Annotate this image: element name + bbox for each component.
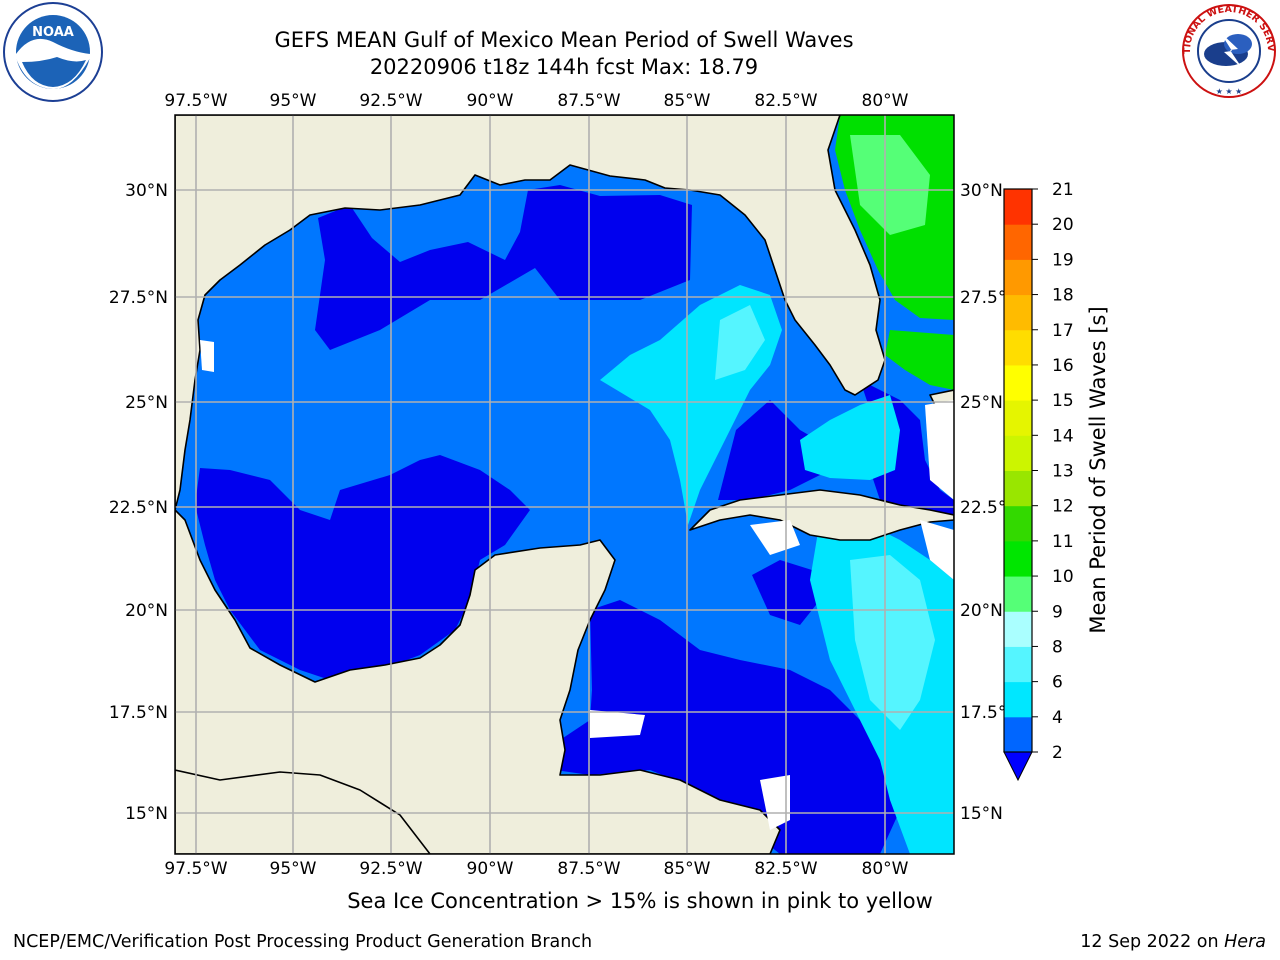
lat-tick-label: 30°N — [960, 181, 1003, 201]
lon-tick-label: 90°W — [467, 859, 514, 879]
long-period-swell-light — [850, 135, 930, 235]
lon-labels-top: 97.5°W 95°W 92.5°W 90°W 87.5°W 85°W 82.5°W 80°W — [164, 91, 908, 111]
colorbar-segment — [1004, 224, 1032, 260]
colorbar-under-extension — [1003, 751, 1033, 782]
colorbar-segment — [1004, 400, 1032, 436]
lon-tick-label: 97.5°W — [164, 859, 227, 879]
lon-tick-label: 87.5°W — [557, 91, 620, 111]
colorbar-segment — [1004, 611, 1032, 647]
lat-tick-label: 30°N — [125, 181, 168, 201]
footer-date: 12 Sep 2022 on Hera — [1080, 932, 1266, 952]
colorbar-segment — [1004, 716, 1032, 753]
land-masses — [175, 115, 954, 854]
missing-data — [200, 340, 954, 830]
chart-subtitle: 20220906 t18z 144h fcst Max: 18.79 — [369, 55, 759, 79]
graticule — [175, 115, 954, 854]
colorbar-tick-label: 9 — [1052, 602, 1063, 622]
colorbar-tick-label: 8 — [1052, 637, 1063, 657]
colorbar-title: Mean Period of Swell Waves [s] — [1086, 306, 1110, 634]
lon-tick-label: 92.5°W — [359, 91, 422, 111]
lat-tick-label: 20°N — [960, 601, 1003, 621]
colorbar-segment — [1004, 435, 1032, 471]
lat-tick-label: 25°N — [960, 393, 1003, 413]
colorbar-tick-label: 14 — [1052, 426, 1074, 446]
colorbar-tick-label: 13 — [1052, 462, 1074, 482]
lat-tick-label: 27.5°N — [109, 288, 168, 308]
footer-machine: Hera — [1224, 932, 1266, 952]
noaa-logo-text: NOAA — [32, 25, 74, 40]
colorbar-tick-label: 16 — [1052, 356, 1074, 376]
lon-tick-label: 80°W — [862, 91, 909, 111]
lon-tick-label: 82.5°W — [754, 91, 817, 111]
colorbar-tick-label: 2 — [1052, 743, 1063, 763]
sea-ice-note: Sea Ice Concentration > 15% is shown in … — [347, 889, 933, 913]
short-period-swell — [195, 185, 954, 854]
colorbar: 2 4 6 8 9 10 11 12 13 14 15 16 17 18 19 20 21 — [1003, 180, 1074, 782]
colorbar-segment — [1004, 329, 1032, 366]
colorbar-tick-label: 18 — [1052, 286, 1074, 306]
lon-tick-label: 97.5°W — [164, 91, 227, 111]
lon-tick-label: 82.5°W — [754, 859, 817, 879]
nws-logo: NATIONAL WEATHER SERVICE ★ ★ ★ — [1180, 2, 1276, 98]
lon-tick-label: 92.5°W — [359, 859, 422, 879]
colorbar-tick-label: 11 — [1052, 532, 1074, 552]
colorbar-tick-label: 6 — [1052, 673, 1063, 693]
colorbar-segment — [1004, 681, 1032, 718]
lon-tick-label: 87.5°W — [557, 859, 620, 879]
svg-text:★ ★ ★: ★ ★ ★ — [1216, 87, 1243, 96]
lon-tick-label: 90°W — [467, 91, 514, 111]
colorbar-tick-label: 21 — [1052, 180, 1074, 200]
colorbar-tick-label: 4 — [1052, 708, 1063, 728]
noaa-logo: NOAA — [3, 2, 103, 102]
lon-labels-bottom: 97.5°W 95°W 92.5°W 90°W 87.5°W 85°W 82.5°W 80°W — [164, 859, 908, 879]
lat-tick-label: 25°N — [125, 393, 168, 413]
lon-tick-label: 80°W — [862, 859, 909, 879]
colorbar-tick-label: 17 — [1052, 321, 1074, 341]
chart-title: GEFS MEAN Gulf of Mexico Mean Period of … — [274, 28, 854, 52]
colorbar-segment — [1004, 505, 1032, 542]
lat-labels-left: 30°N 27.5°N 25°N 22.5°N 20°N 17.5°N 15°N — [109, 181, 168, 824]
lon-tick-label: 85°W — [664, 859, 711, 879]
map-area — [175, 115, 954, 854]
colorbar-segment — [1004, 470, 1032, 507]
colorbar-segment — [1004, 364, 1032, 401]
footer-credit: NCEP/EMC/Verification Post Processing Pr… — [13, 932, 593, 952]
colorbar-segment — [1004, 576, 1032, 612]
footer-date-text: 12 Sep 2022 on — [1080, 932, 1225, 952]
colorbar-segment — [1004, 540, 1032, 577]
medium-period-swell-light — [715, 305, 935, 730]
lon-tick-label: 95°W — [270, 91, 317, 111]
map-border — [174, 114, 955, 855]
colorbar-tick-label: 12 — [1052, 497, 1074, 517]
colorbar-segment — [1004, 294, 1032, 331]
lat-tick-label: 22.5°N — [109, 498, 168, 518]
lon-tick-label: 85°W — [664, 91, 711, 111]
colorbar-tick-label: 15 — [1052, 391, 1074, 411]
colorbar-tick-label: 19 — [1052, 250, 1074, 270]
colorbar-segment — [1004, 646, 1032, 683]
colorbar-tick-label: 10 — [1052, 567, 1074, 587]
lat-tick-label: 17.5°N — [109, 703, 168, 723]
lon-tick-label: 95°W — [270, 859, 317, 879]
colorbar-segment — [1004, 189, 1032, 225]
colorbar-segment — [1004, 259, 1032, 296]
lat-tick-label: 15°N — [125, 804, 168, 824]
colorbar-tick-label: 20 — [1052, 215, 1074, 235]
lat-tick-label: 15°N — [960, 804, 1003, 824]
lat-tick-label: 20°N — [125, 601, 168, 621]
